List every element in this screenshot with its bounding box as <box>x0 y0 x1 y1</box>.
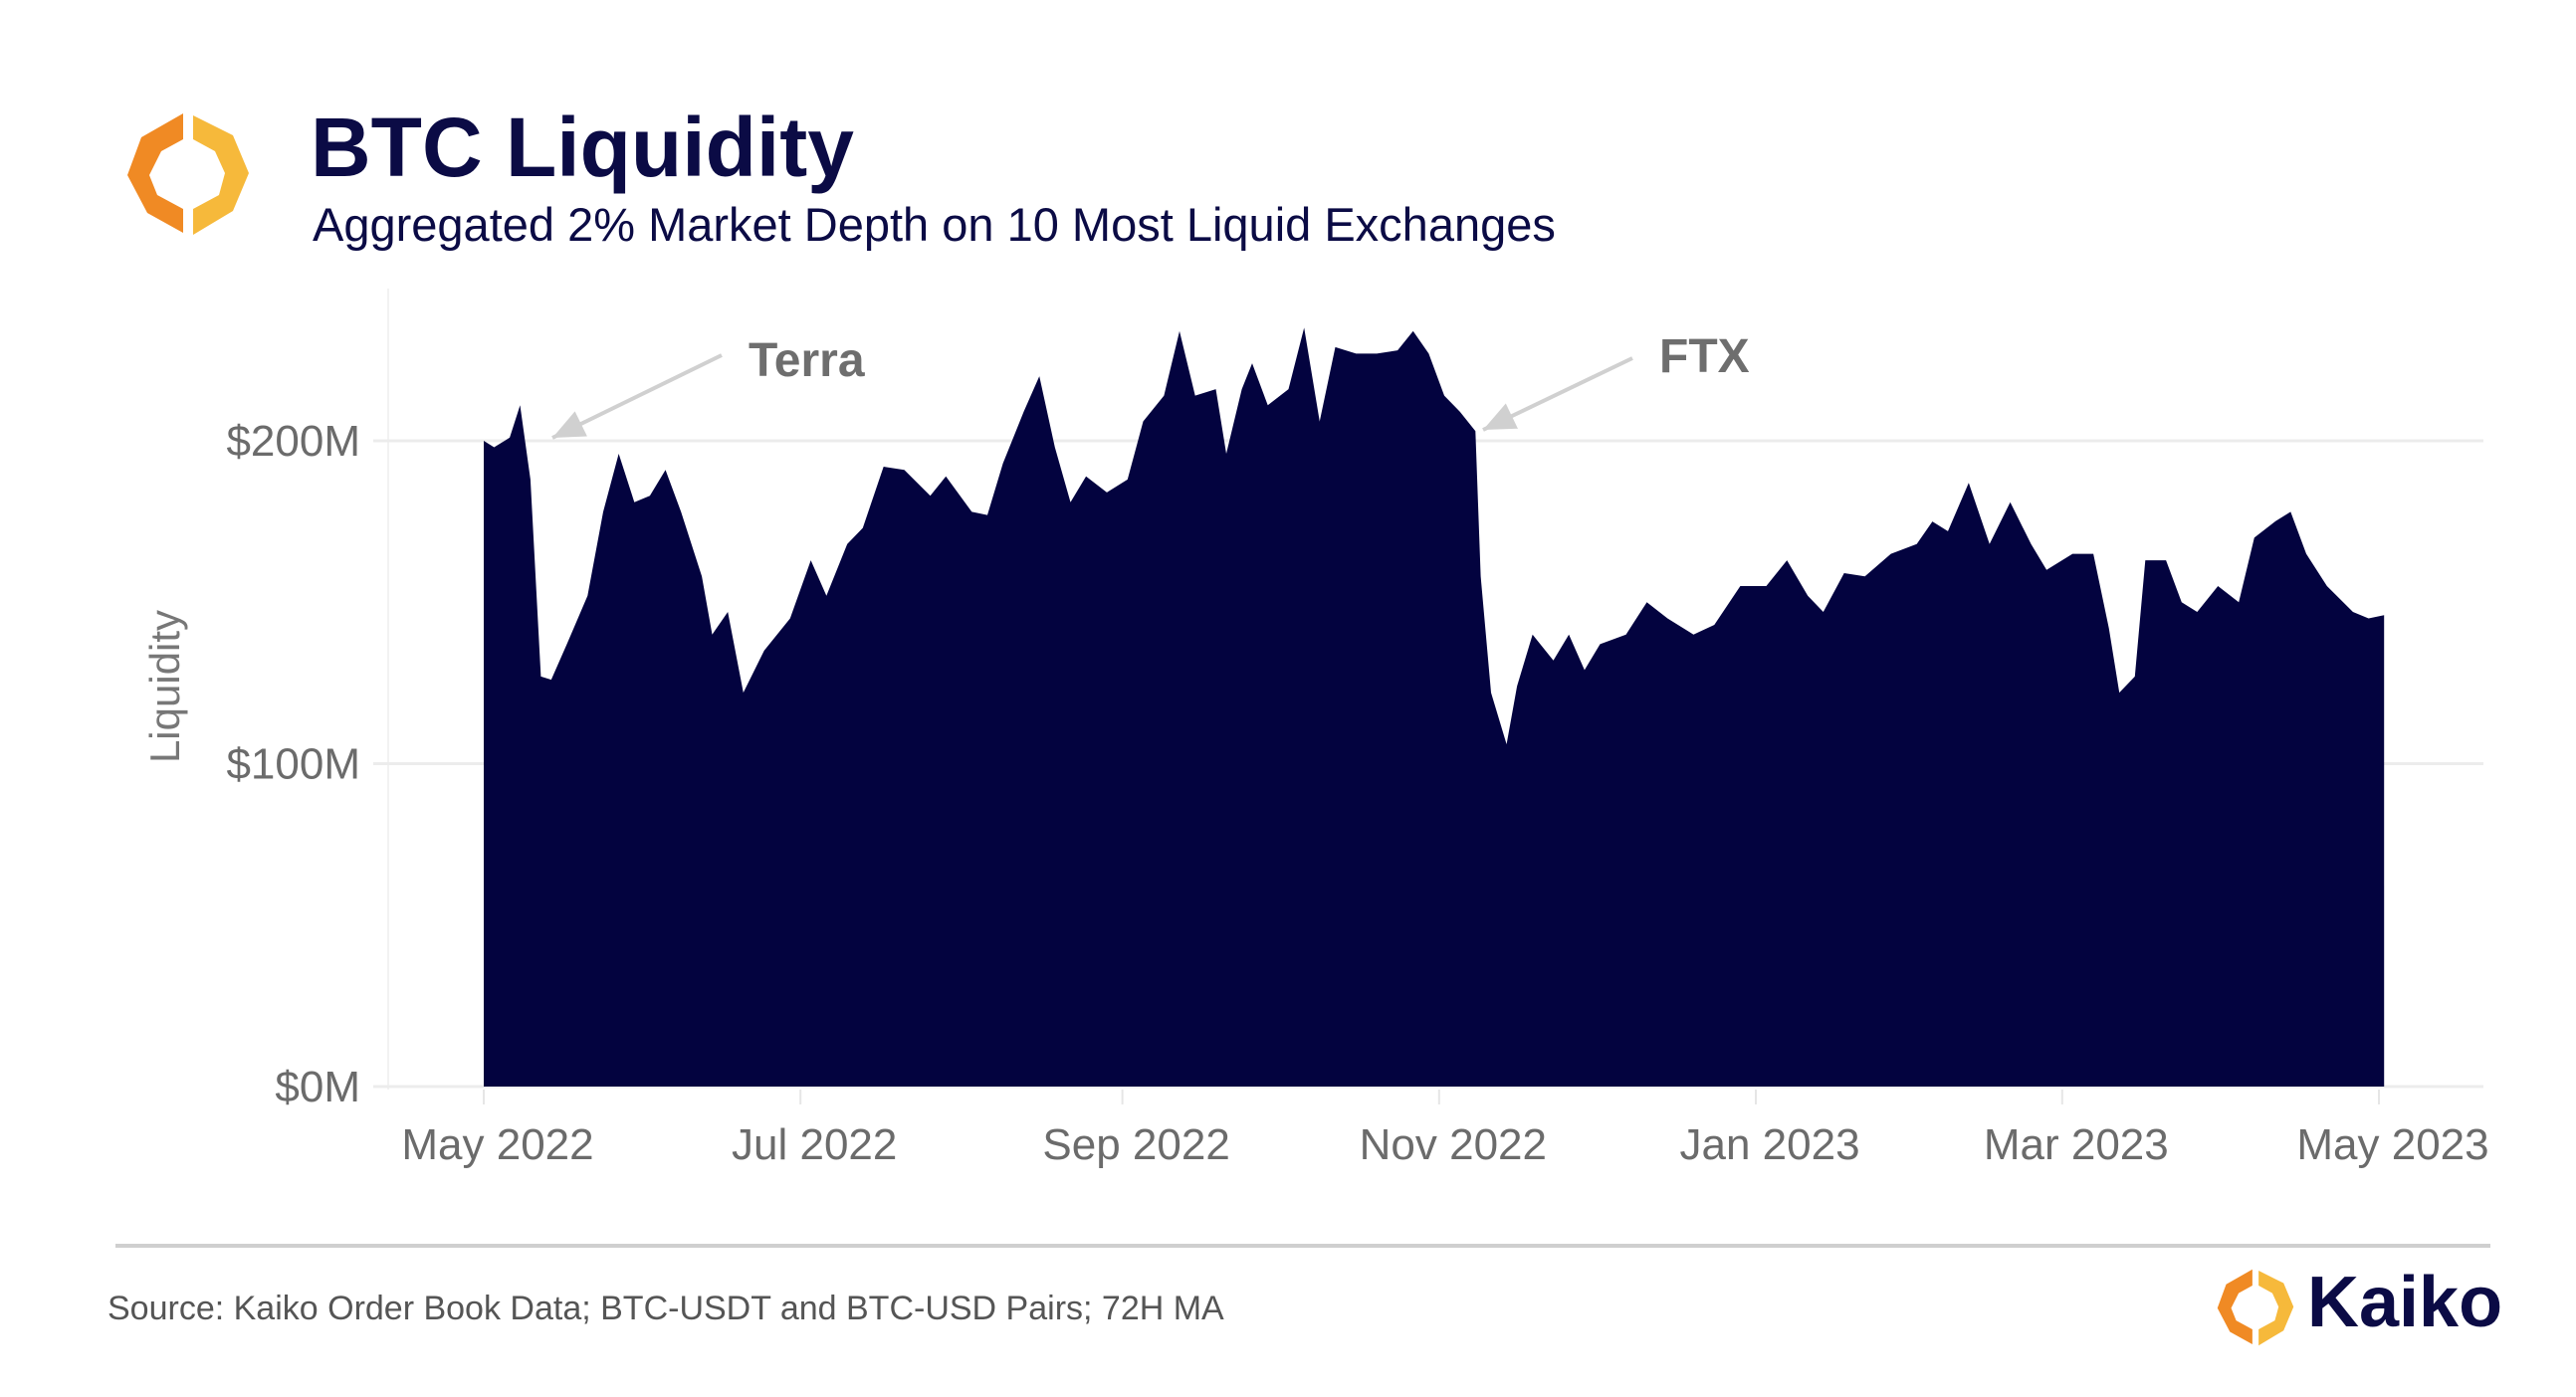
x-tick-label: May 2022 <box>401 1120 593 1169</box>
x-tick-label: Jul 2022 <box>732 1120 897 1169</box>
chart-title: BTC Liquidity <box>311 100 854 194</box>
annotation-label: FTX <box>1659 330 1750 383</box>
annotation-label: Terra <box>749 334 865 387</box>
kaiko-brand-icon <box>2217 1269 2294 1346</box>
y-axis-label: Liquidity <box>141 610 188 763</box>
x-tick-label: Nov 2022 <box>1360 1120 1547 1169</box>
y-tick-label: $200M <box>226 417 360 466</box>
kaiko-logo-icon <box>127 113 249 235</box>
annotation-arrowhead <box>1483 403 1518 430</box>
footer-divider <box>115 1244 2490 1248</box>
y-tick-label: $0M <box>275 1063 360 1111</box>
y-tick-label: $100M <box>226 740 360 789</box>
source-note: Source: Kaiko Order Book Data; BTC-USDT … <box>107 1290 1224 1327</box>
chart-subtitle: Aggregated 2% Market Depth on 10 Most Li… <box>313 198 1556 251</box>
liquidity-area-chart: $0M $100M $200M May 2022 Jul 2022 Sep 2022 No… <box>141 289 2489 1169</box>
kaiko-brand-text: Kaiko <box>2307 1263 2503 1342</box>
x-tick-label: May 2023 <box>2296 1120 2488 1169</box>
annotation-arrowhead <box>552 411 587 438</box>
liquidity-area <box>484 327 2385 1087</box>
x-tick-label: Sep 2022 <box>1042 1120 1229 1169</box>
x-tick-label: Mar 2023 <box>1984 1120 2169 1169</box>
x-tick-label: Jan 2023 <box>1679 1120 1859 1169</box>
